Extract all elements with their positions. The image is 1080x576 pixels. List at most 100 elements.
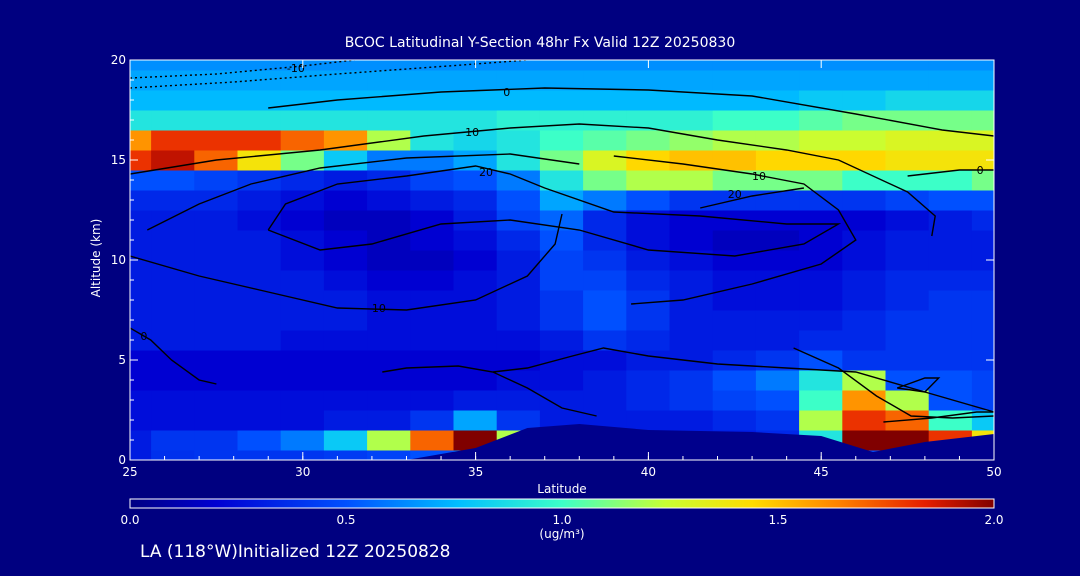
y-tick-label: 5 [118,353,126,367]
heat-cell [280,189,325,211]
x-tick-label: 50 [986,465,1001,479]
heat-cell [583,89,628,111]
heat-cell [130,309,153,331]
heat-cell [885,89,930,111]
heat-cell [410,109,455,131]
heat-cell [151,449,196,460]
heat-cell [669,129,714,151]
contour-line [146,153,580,231]
heat-cell [237,109,282,131]
heat-cell [583,329,628,351]
heat-cell [669,409,714,431]
heat-cell [842,60,887,71]
heat-cell [755,149,801,171]
heat-cell [410,149,455,171]
heat-cell [323,60,369,71]
heat-cell [280,369,325,391]
heat-cell [151,269,196,291]
contour-label: 10 [372,302,386,315]
heat-cell [583,129,628,151]
heat-cell [367,449,412,460]
heat-cell [885,169,930,191]
heat-cell [410,409,455,431]
colorbar-tick-label: 2.0 [984,513,1003,527]
heat-cell [130,429,153,451]
heat-cell [280,129,325,151]
heat-cell [323,329,369,351]
heat-cell [842,429,887,451]
heat-cell [367,389,412,411]
heat-cell [410,249,455,271]
heat-cell [669,89,714,111]
x-tick-label: 40 [641,465,656,479]
heat-cell [799,269,844,291]
heat-cell [971,349,994,371]
colorbar-unit-label: (ug/m³) [539,527,585,541]
contour-label: 0 [140,330,147,343]
heat-cell [453,189,498,211]
heat-cell [280,209,325,231]
heat-cell [130,409,153,431]
heat-cell [323,149,369,171]
heat-cell [799,129,844,151]
heat-cell [496,69,541,91]
heat-cell [453,349,498,371]
heat-cell [130,109,153,131]
heat-cell [151,60,196,71]
heat-cell [583,349,628,371]
heat-cell [626,129,671,151]
contour-labels: -10 0 0 10 10 20 20 10 0 [140,62,983,343]
heat-cell [583,269,628,291]
heat-cell [151,309,196,331]
heat-cell [323,449,369,460]
heat-cell [539,269,585,291]
heat-cell [583,109,628,131]
heat-cell [410,329,455,351]
heat-cell [712,369,757,391]
heat-cell [151,389,196,411]
heat-cell [928,289,973,311]
heat-cell [237,129,282,151]
heat-cell [928,189,973,211]
heat-cell [194,429,239,451]
heat-cell [712,329,757,351]
heat-cell [496,389,541,411]
y-tick-label: 0 [118,453,126,467]
heat-cell [367,209,412,231]
heat-cell [237,89,282,111]
heat-cell [539,69,585,91]
heat-cell [928,309,973,331]
heat-cell [194,249,239,271]
heat-cell [712,309,757,331]
heat-cell [539,169,585,191]
heat-cell [755,349,801,371]
heat-cell [237,329,282,351]
heat-cell [626,269,671,291]
heat-cell [842,89,887,111]
heat-cell [971,89,994,111]
heat-cell [280,149,325,171]
heat-cell [712,60,757,71]
x-tick-label: 45 [814,465,829,479]
contour-line [907,169,994,177]
heat-cell [539,369,585,391]
heat-cell [496,89,541,111]
heat-cell [669,60,714,71]
heat-cell [971,289,994,311]
heat-cell [130,209,153,231]
heat-cell [626,89,671,111]
chart-title: BCOC Latitudinal Y-Section 48hr Fx Valid… [344,35,736,51]
heat-cell [669,209,714,231]
contour-line [268,87,994,137]
heat-cell [885,109,930,131]
heat-cell [410,429,455,451]
heat-cell [410,309,455,331]
heat-cell [323,209,369,231]
heat-cell [151,109,196,131]
heat-cell [755,309,801,331]
heat-cell [971,409,994,431]
heat-cell [626,409,671,431]
heat-cell [799,189,844,211]
contour-label: 0 [977,164,984,177]
heat-cell [194,169,239,191]
